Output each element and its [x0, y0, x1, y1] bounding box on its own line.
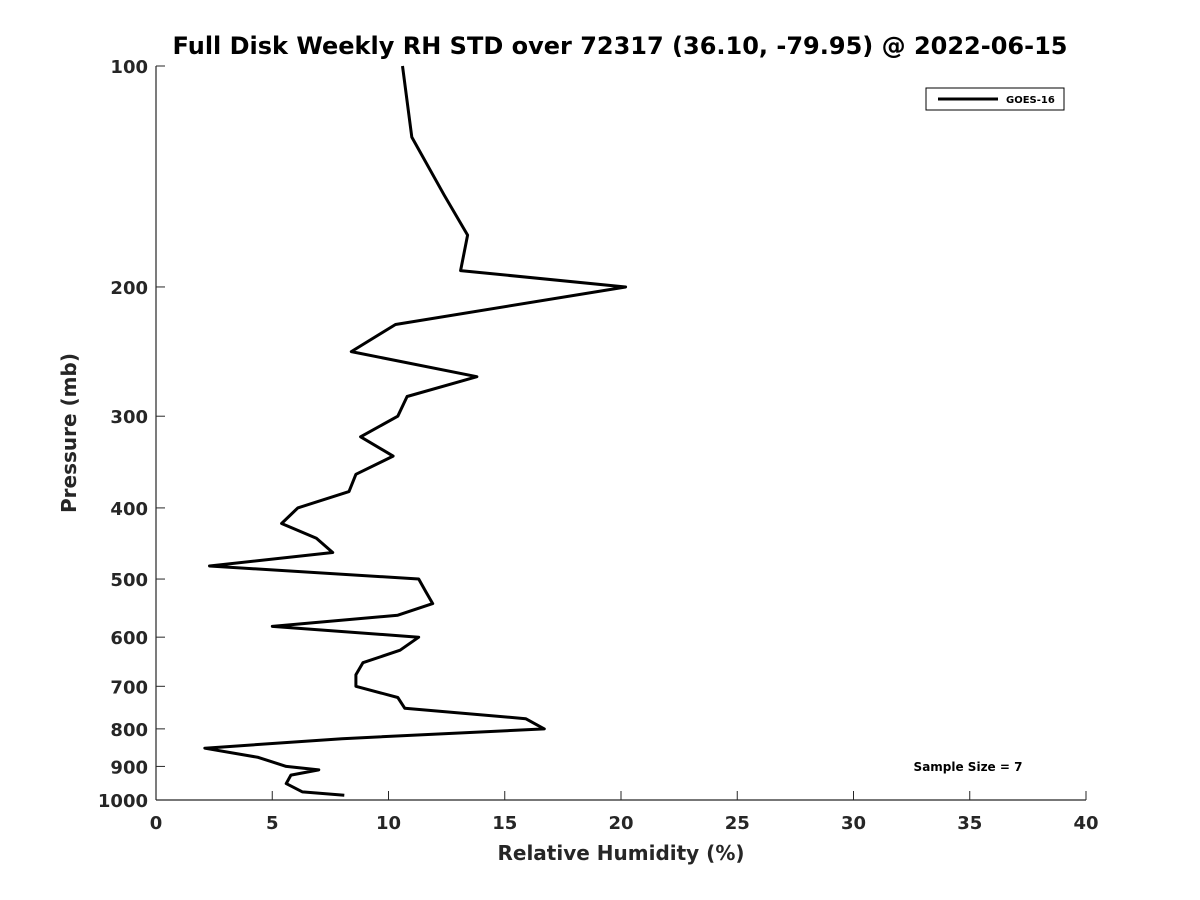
x-tick-label: 20: [608, 813, 633, 834]
y-tick-label: 100: [110, 57, 148, 78]
y-tick-label: 900: [110, 757, 148, 778]
y-axis-label: Pressure (mb): [57, 353, 81, 513]
x-tick-label: 10: [376, 813, 401, 834]
chart-title: Full Disk Weekly RH STD over 72317 (36.1…: [173, 32, 1068, 60]
series-line-goes16: [203, 65, 628, 797]
legend: GOES-16: [925, 87, 1065, 111]
x-tick-label: 5: [266, 813, 279, 834]
x-tick-label: 25: [725, 813, 750, 834]
x-tick-label: 35: [957, 813, 982, 834]
y-tick-label: 200: [110, 278, 148, 299]
y-tick-label: 500: [110, 570, 148, 591]
y-tick-label: 400: [110, 499, 148, 520]
x-tick-label: 0: [150, 813, 163, 834]
y-tick-label: 700: [110, 677, 148, 698]
y-tick-label: 800: [110, 720, 148, 741]
y-tick-label: 600: [110, 628, 148, 649]
x-tick-label: 40: [1073, 813, 1098, 834]
y-axis-ticks: 100 200 300 400 500 600 700 800 900 1000: [98, 57, 165, 812]
y-tick-label: 300: [110, 407, 148, 428]
sample-size-annotation: Sample Size = 7: [914, 760, 1023, 774]
x-tick-label: 30: [841, 813, 866, 834]
x-axis-ticks: 0 5 10 15 20 25 30 35 40: [150, 791, 1099, 834]
y-tick-label: 1000: [98, 791, 148, 812]
x-tick-label: 15: [492, 813, 517, 834]
x-axis-label: Relative Humidity (%): [497, 841, 744, 865]
legend-label: GOES-16: [1006, 95, 1055, 106]
